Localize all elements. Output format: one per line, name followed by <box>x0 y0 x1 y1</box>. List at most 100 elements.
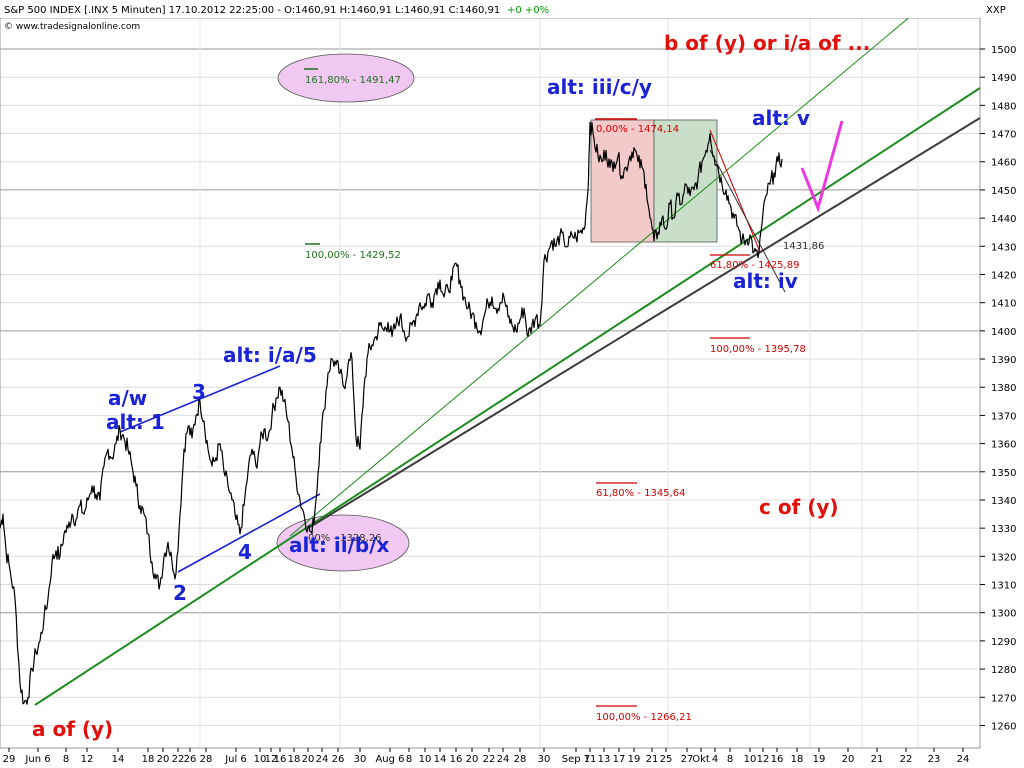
x-tick-label: 12 <box>81 754 94 765</box>
y-tick-label: 1280 <box>991 665 1016 676</box>
y-tick-label: 1440 <box>991 214 1016 225</box>
y-tick-label: 1430 <box>991 242 1016 253</box>
x-tick-label: 16 <box>450 754 463 765</box>
x-tick-label: 26 <box>332 754 345 765</box>
x-tick-label: 8 <box>727 754 733 765</box>
y-tick-label: 1410 <box>991 299 1016 310</box>
symbol-label: XXP <box>986 5 1006 16</box>
y-tick-label: 1390 <box>991 355 1016 366</box>
grid <box>0 18 980 748</box>
x-tick-label: 22 <box>172 754 185 765</box>
x-tick-label: 23 <box>928 754 941 765</box>
wave-label-4: 4 <box>238 540 252 564</box>
x-tick-label: 26 <box>184 754 197 765</box>
y-tick-label: 1460 <box>991 158 1016 169</box>
chart-change: +0 +0% <box>507 5 549 16</box>
x-tick-label: 30 <box>354 754 367 765</box>
trendline-gray <box>309 117 981 528</box>
x-tick-label: 20 <box>842 754 855 765</box>
y-axis: 1260 1270 1280 1290 1300 1310 1320 1330 1340 1350… <box>980 45 1016 732</box>
wave-label-alt-1: alt: 1 <box>106 410 165 434</box>
wedge-line-red <box>709 129 761 253</box>
fib-label-100-green: 100,00% - 1429,52 <box>305 250 401 261</box>
x-tick-label: 24 <box>957 754 970 765</box>
projection-arrow <box>800 120 844 213</box>
x-tick-label: 20 <box>302 754 315 765</box>
y-tick-label: 1480 <box>991 101 1016 112</box>
x-tick-label: Okt <box>692 754 710 765</box>
x-tick-label: 10 <box>254 754 267 765</box>
range-box-green <box>653 119 718 243</box>
x-tick-label: 18 <box>791 754 804 765</box>
y-tick-label: 1290 <box>991 637 1016 648</box>
x-tick-label: 18 <box>142 754 155 765</box>
y-tick-label: 1400 <box>991 327 1016 338</box>
x-tick-label: 12 <box>265 754 278 765</box>
y-tick-label: 1300 <box>991 609 1016 620</box>
x-tick-label: 20 <box>466 754 479 765</box>
chart-title: S&P 500 INDEX [.INX 5 Minuten] 17.10.201… <box>4 5 500 16</box>
channel-line-lower-blue <box>177 493 321 573</box>
x-tick-label: 16 <box>274 754 287 765</box>
fib-label-1328: 00% - 1328,26 <box>308 533 382 544</box>
x-tick-label: 10 <box>744 754 757 765</box>
x-tick-label: 18 <box>288 754 301 765</box>
wave-label-alt-iv: alt: iv <box>733 269 798 293</box>
x-tick-label: 13 <box>598 754 611 765</box>
y-tick-label: 1450 <box>991 186 1016 197</box>
header-bar <box>0 0 980 18</box>
y-tick-label: 1260 <box>991 721 1016 732</box>
x-tick-label: Aug 6 <box>375 754 404 765</box>
x-tick-label: 10 <box>419 754 432 765</box>
x-tick-label: 21 <box>871 754 884 765</box>
wave-label-a-of-y: a of (y) <box>32 717 113 741</box>
x-tick-label: 8 <box>406 754 412 765</box>
x-tick-label: 24 <box>497 754 510 765</box>
x-tick-label: Jun 6 <box>24 754 50 765</box>
x-tick-label: Jul 6 <box>224 754 247 765</box>
x-tick-label: 29 <box>3 754 16 765</box>
y-tick-label: 1490 <box>991 73 1016 84</box>
wave-label-i-a-5: alt: i/a/5 <box>223 343 317 367</box>
wedge-line-dark <box>709 149 786 293</box>
x-tick-label: 22 <box>483 754 496 765</box>
x-tick-label: 14 <box>434 754 447 765</box>
y-tick-label: 1310 <box>991 581 1016 592</box>
x-tick-label: 19 <box>813 754 826 765</box>
x-tick-label: 20 <box>157 754 170 765</box>
wave-label-alt-v: alt: v <box>752 106 810 130</box>
x-tick-label: 22 <box>900 754 913 765</box>
x-tick-label: 25 <box>660 754 673 765</box>
wave-label-c-of-y: c of (y) <box>759 495 839 519</box>
fib-label-1431: 1431,86 <box>783 241 824 252</box>
y-tick-label: 1500 <box>991 45 1016 56</box>
x-tick-label: 28 <box>200 754 213 765</box>
x-tick-label: 24 <box>316 754 329 765</box>
x-tick-label: 11 <box>584 754 597 765</box>
x-tick-label: 19 <box>628 754 641 765</box>
channel-line-upper-blue <box>119 365 281 433</box>
y-tick-label: 1470 <box>991 130 1016 141</box>
wave-label-b-of-y: b of (y) or i/a of ... <box>664 31 870 55</box>
fib-label-161: 161,80% - 1491,47 <box>305 75 401 86</box>
x-tick-label: 28 <box>514 754 527 765</box>
x-tick-label: 17 <box>613 754 626 765</box>
trendline-thin-green <box>289 0 931 537</box>
wave-label-a-w: a/w <box>108 386 147 410</box>
wave-label-2: 2 <box>173 581 187 605</box>
fib-label-100-red: 100,00% - 1395,78 <box>710 344 806 355</box>
y-tick-label: 1350 <box>991 468 1016 479</box>
y-tick-label: 1420 <box>991 270 1016 281</box>
wave-label-ii-b-x: alt: ii/b/x <box>289 533 390 557</box>
wave-label-3: 3 <box>192 380 206 404</box>
price-series-line <box>0 121 783 705</box>
x-tick-label: 21 <box>646 754 659 765</box>
fib-label-61-lower: 61,80% - 1345,64 <box>596 488 685 499</box>
fib-ellipse-top <box>277 53 415 103</box>
y-tick-label: 1340 <box>991 496 1016 507</box>
x-tick-label: 8 <box>63 754 69 765</box>
x-tick-label: 4 <box>712 754 718 765</box>
